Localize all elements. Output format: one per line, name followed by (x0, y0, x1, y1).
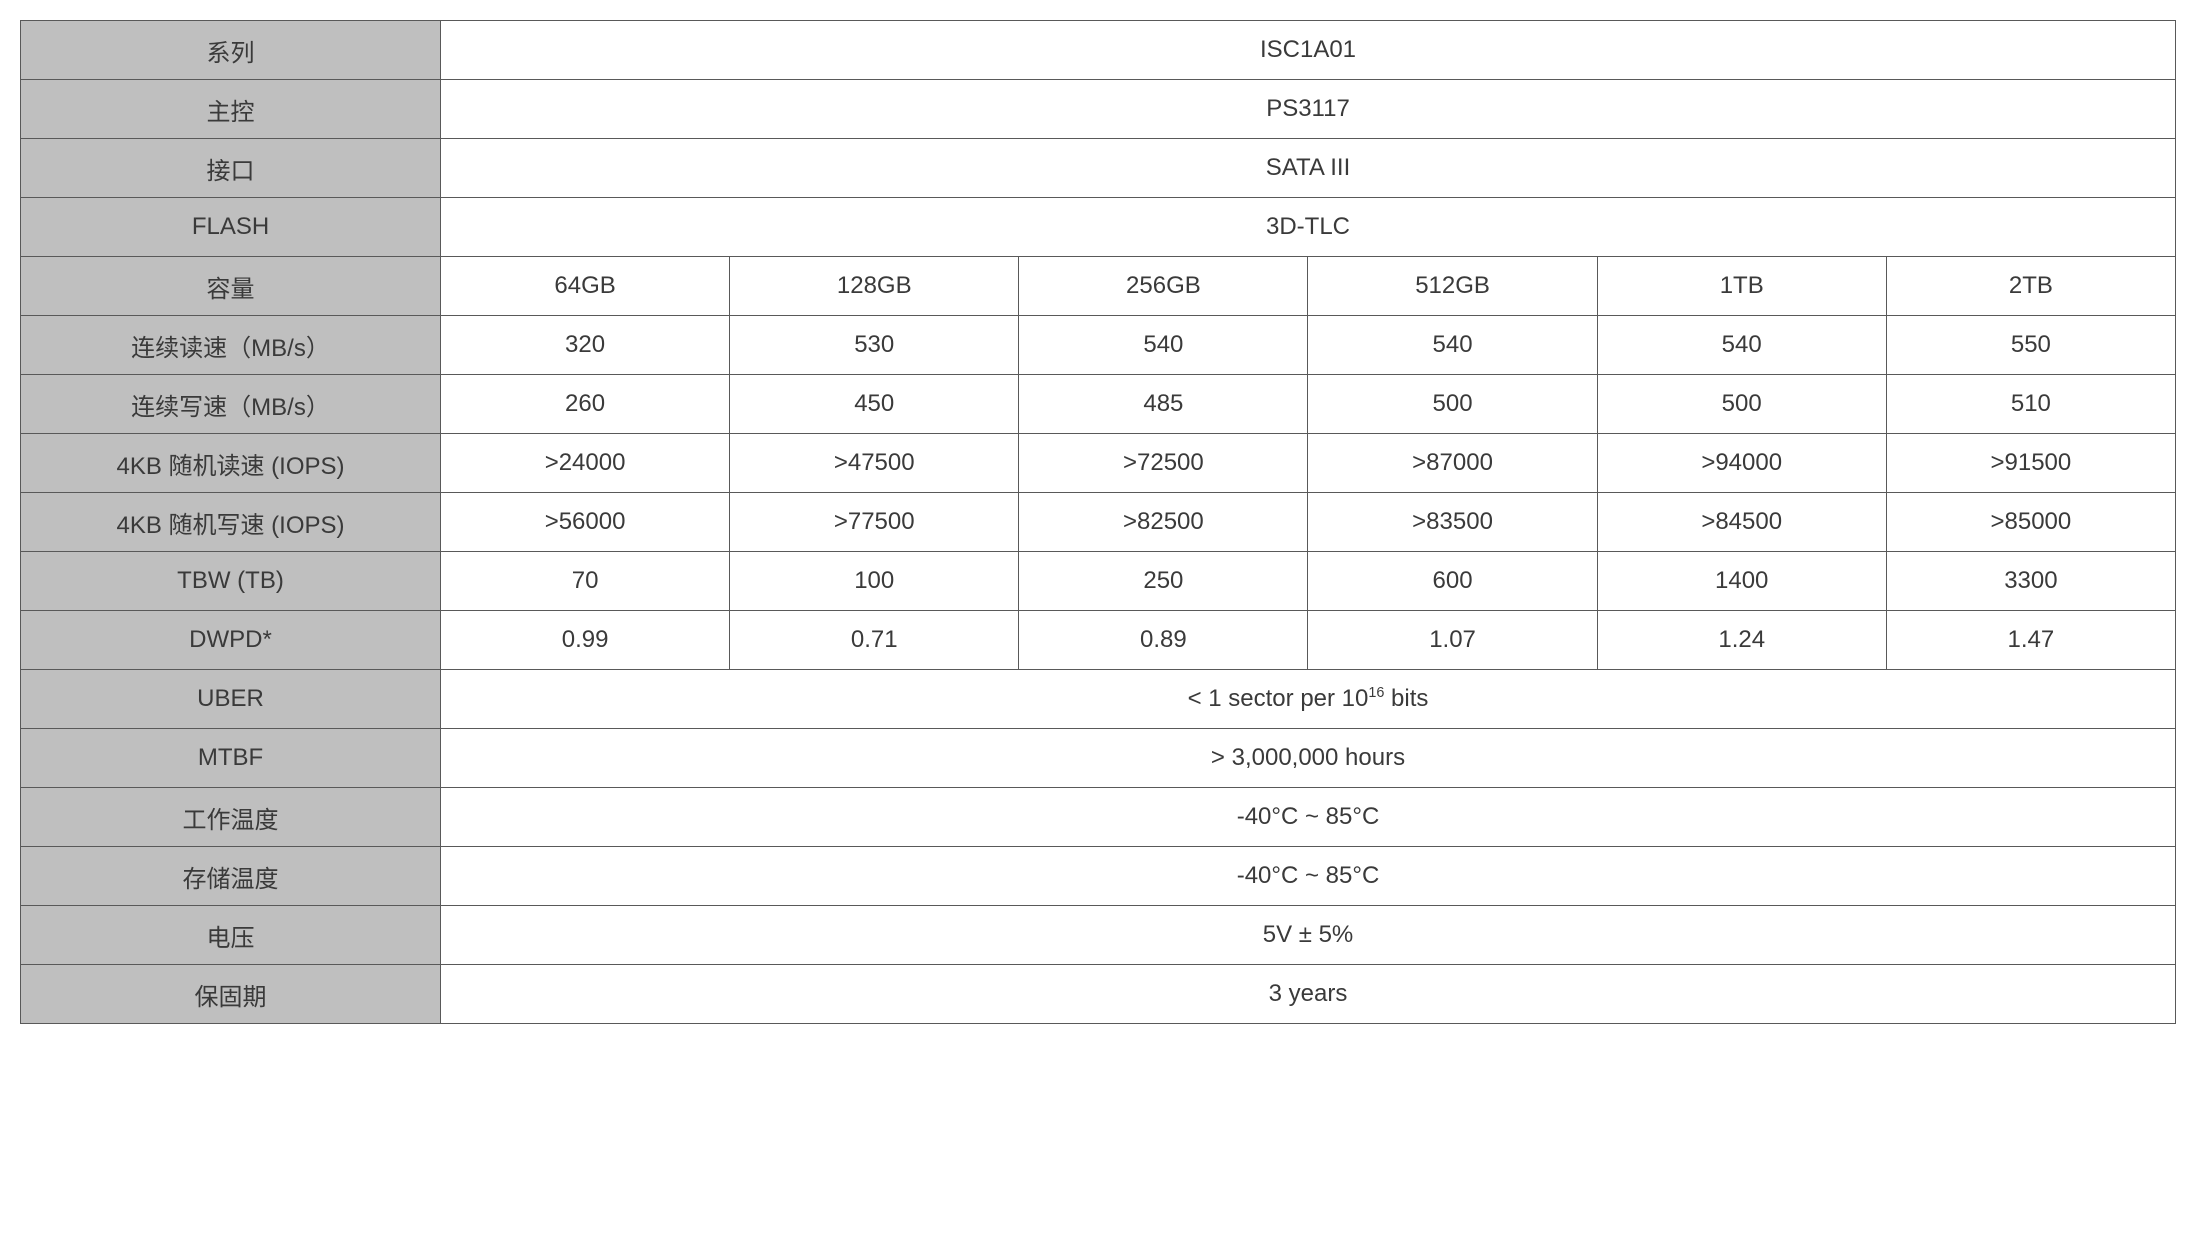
row-label: 电压 (21, 906, 441, 965)
row-value: >94000 (1597, 434, 1886, 493)
row-value: 600 (1308, 552, 1597, 611)
row-value: 3300 (1886, 552, 2175, 611)
table-row: 容量64GB128GB256GB512GB1TB2TB (21, 257, 2176, 316)
row-value: 3 years (441, 965, 2176, 1024)
row-value: 485 (1019, 375, 1308, 434)
row-label: 连续读速（MB/s） (21, 316, 441, 375)
table-row: 4KB 随机写速 (IOPS)>56000>77500>82500>83500>… (21, 493, 2176, 552)
table-row: 保固期3 years (21, 965, 2176, 1024)
spec-table: 系列ISC1A01主控PS3117接口SATA IIIFLASH3D-TLC容量… (20, 20, 2176, 1024)
row-value: 450 (730, 375, 1019, 434)
row-value: 260 (441, 375, 730, 434)
row-value: >83500 (1308, 493, 1597, 552)
table-row: 接口SATA III (21, 139, 2176, 198)
row-value: SATA III (441, 139, 2176, 198)
row-label: MTBF (21, 729, 441, 788)
table-row: MTBF> 3,000,000 hours (21, 729, 2176, 788)
row-value: 64GB (441, 257, 730, 316)
table-row: FLASH3D-TLC (21, 198, 2176, 257)
row-label: 工作温度 (21, 788, 441, 847)
row-value: < 1 sector per 1016 bits (441, 670, 2176, 729)
row-label: 系列 (21, 21, 441, 80)
row-value: > 3,000,000 hours (441, 729, 2176, 788)
row-value: 0.89 (1019, 611, 1308, 670)
row-value: 1400 (1597, 552, 1886, 611)
row-value: 1.07 (1308, 611, 1597, 670)
table-row: 连续读速（MB/s）320530540540540550 (21, 316, 2176, 375)
row-value: 0.99 (441, 611, 730, 670)
row-label: 连续写速（MB/s） (21, 375, 441, 434)
row-value: >56000 (441, 493, 730, 552)
row-value: 100 (730, 552, 1019, 611)
table-row: UBER< 1 sector per 1016 bits (21, 670, 2176, 729)
row-value: 5V ± 5% (441, 906, 2176, 965)
row-label: 4KB 随机读速 (IOPS) (21, 434, 441, 493)
row-value: 70 (441, 552, 730, 611)
row-value: >47500 (730, 434, 1019, 493)
row-value: >84500 (1597, 493, 1886, 552)
row-value: -40°C ~ 85°C (441, 788, 2176, 847)
row-value: 3D-TLC (441, 198, 2176, 257)
table-row: 4KB 随机读速 (IOPS)>24000>47500>72500>87000>… (21, 434, 2176, 493)
row-label: TBW (TB) (21, 552, 441, 611)
row-value: 1.24 (1597, 611, 1886, 670)
table-row: 连续写速（MB/s）260450485500500510 (21, 375, 2176, 434)
table-row: 系列ISC1A01 (21, 21, 2176, 80)
row-value: PS3117 (441, 80, 2176, 139)
row-value: >82500 (1019, 493, 1308, 552)
row-label: 保固期 (21, 965, 441, 1024)
table-row: 电压5V ± 5% (21, 906, 2176, 965)
row-label: 主控 (21, 80, 441, 139)
row-value: 250 (1019, 552, 1308, 611)
row-value: 2TB (1886, 257, 2175, 316)
row-label: 容量 (21, 257, 441, 316)
row-value: >77500 (730, 493, 1019, 552)
row-value: 500 (1597, 375, 1886, 434)
row-label: DWPD* (21, 611, 441, 670)
spec-table-body: 系列ISC1A01主控PS3117接口SATA IIIFLASH3D-TLC容量… (21, 21, 2176, 1024)
row-value: >87000 (1308, 434, 1597, 493)
row-value: 500 (1308, 375, 1597, 434)
row-value: 256GB (1019, 257, 1308, 316)
row-label: 4KB 随机写速 (IOPS) (21, 493, 441, 552)
row-value: 510 (1886, 375, 2175, 434)
row-value: 540 (1308, 316, 1597, 375)
row-label: 接口 (21, 139, 441, 198)
row-value: 530 (730, 316, 1019, 375)
row-value: >85000 (1886, 493, 2175, 552)
row-value: >91500 (1886, 434, 2175, 493)
table-row: 工作温度-40°C ~ 85°C (21, 788, 2176, 847)
table-row: DWPD*0.990.710.891.071.241.47 (21, 611, 2176, 670)
row-value: 128GB (730, 257, 1019, 316)
table-row: TBW (TB)7010025060014003300 (21, 552, 2176, 611)
row-label: FLASH (21, 198, 441, 257)
row-value: ISC1A01 (441, 21, 2176, 80)
row-value: 540 (1019, 316, 1308, 375)
row-value: >24000 (441, 434, 730, 493)
row-value: 1TB (1597, 257, 1886, 316)
table-row: 主控PS3117 (21, 80, 2176, 139)
row-value: 512GB (1308, 257, 1597, 316)
row-value: 550 (1886, 316, 2175, 375)
row-value: >72500 (1019, 434, 1308, 493)
table-row: 存储温度-40°C ~ 85°C (21, 847, 2176, 906)
row-label: UBER (21, 670, 441, 729)
row-value: -40°C ~ 85°C (441, 847, 2176, 906)
row-value: 0.71 (730, 611, 1019, 670)
row-value: 540 (1597, 316, 1886, 375)
row-label: 存储温度 (21, 847, 441, 906)
row-value: 1.47 (1886, 611, 2175, 670)
row-value: 320 (441, 316, 730, 375)
